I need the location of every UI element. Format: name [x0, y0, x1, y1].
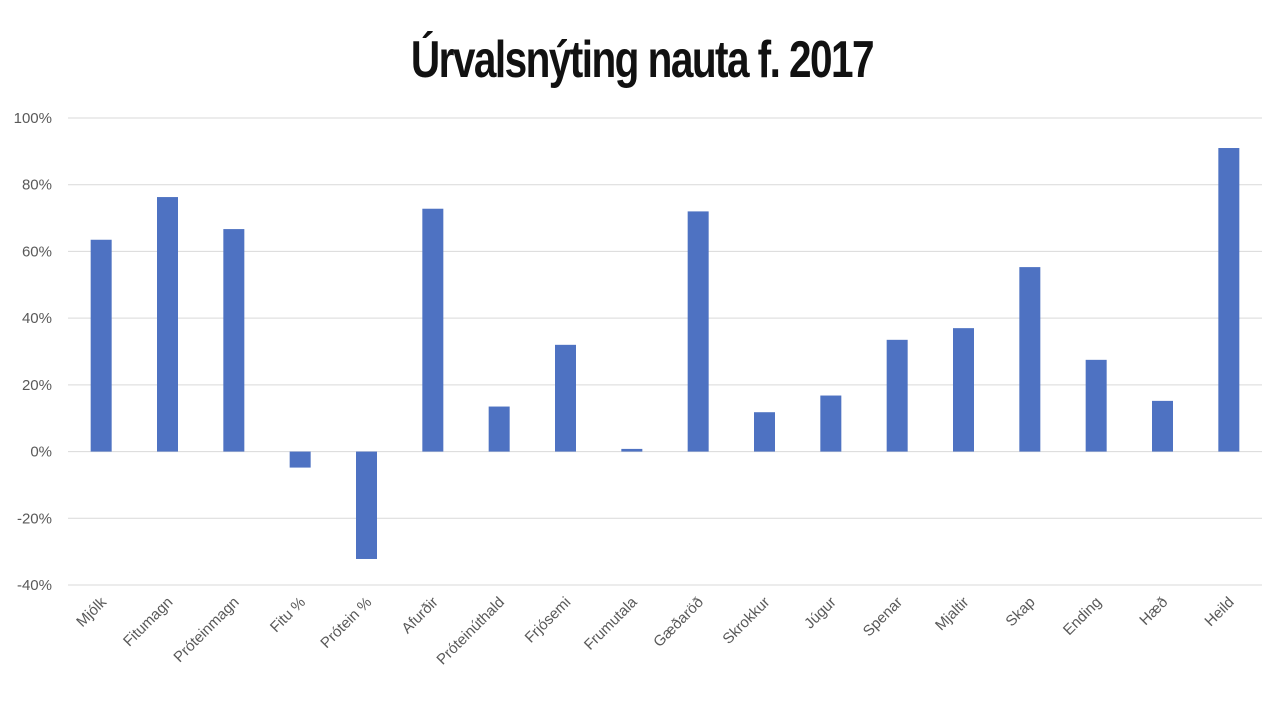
x-category-label: Prótein %: [317, 594, 375, 652]
x-category-label: Hæð: [1136, 594, 1171, 629]
y-axis-tick-labels: 100% 80% 60% 40% 20% 0% -20% -40%: [14, 110, 52, 594]
bar: [1019, 267, 1041, 452]
x-category-label: Afurðir: [398, 594, 441, 637]
x-category-label: Próteinúthald: [433, 594, 508, 669]
x-category-label: Mjólk: [73, 593, 110, 630]
bars: [90, 148, 1240, 559]
x-category-label: Gæðaröð: [650, 594, 707, 651]
bar: [687, 211, 709, 452]
chart-title: Úrvalsnýting nauta f. 2017: [410, 31, 875, 89]
x-category-label: Skap: [1002, 594, 1038, 630]
bar: [356, 451, 377, 559]
bar: [953, 328, 974, 452]
x-category-label: Skrokkur: [719, 594, 773, 648]
x-category-label: Frjósemi: [522, 594, 575, 647]
bar: [886, 339, 908, 452]
x-category-label: Frumutala: [581, 593, 641, 653]
bar: [289, 451, 311, 468]
bar: [422, 208, 444, 452]
y-tick-label: 80%: [22, 177, 52, 194]
bar: [90, 239, 112, 452]
x-category-label: Ending: [1060, 594, 1105, 639]
bar: [820, 395, 842, 452]
bar: [1218, 148, 1240, 452]
y-tick-label: -20%: [17, 510, 52, 527]
x-category-label: Heild: [1201, 594, 1237, 630]
x-category-label: Fitumagn: [120, 594, 176, 650]
x-category-label: Mjaltir: [932, 594, 972, 634]
bar: [157, 197, 178, 452]
x-category-label: Próteinmagn: [170, 594, 242, 666]
bar: [754, 412, 775, 452]
bar: [555, 344, 576, 452]
x-category-label: Spenar: [860, 594, 906, 640]
x-category-label: Júgur: [801, 594, 840, 633]
y-tick-label: 40%: [22, 310, 52, 327]
gridlines: [68, 117, 1262, 586]
y-tick-label: 60%: [22, 243, 52, 260]
bar: [488, 406, 510, 452]
y-tick-label: 0%: [30, 444, 52, 461]
bar: [223, 229, 245, 452]
x-category-label: Fitu %: [267, 594, 309, 636]
bar: [1152, 400, 1173, 452]
y-tick-label: -40%: [17, 577, 52, 594]
y-tick-label: 100%: [14, 110, 52, 127]
bar: [621, 448, 643, 452]
bar: [1085, 359, 1107, 452]
y-tick-label: 20%: [22, 377, 52, 394]
